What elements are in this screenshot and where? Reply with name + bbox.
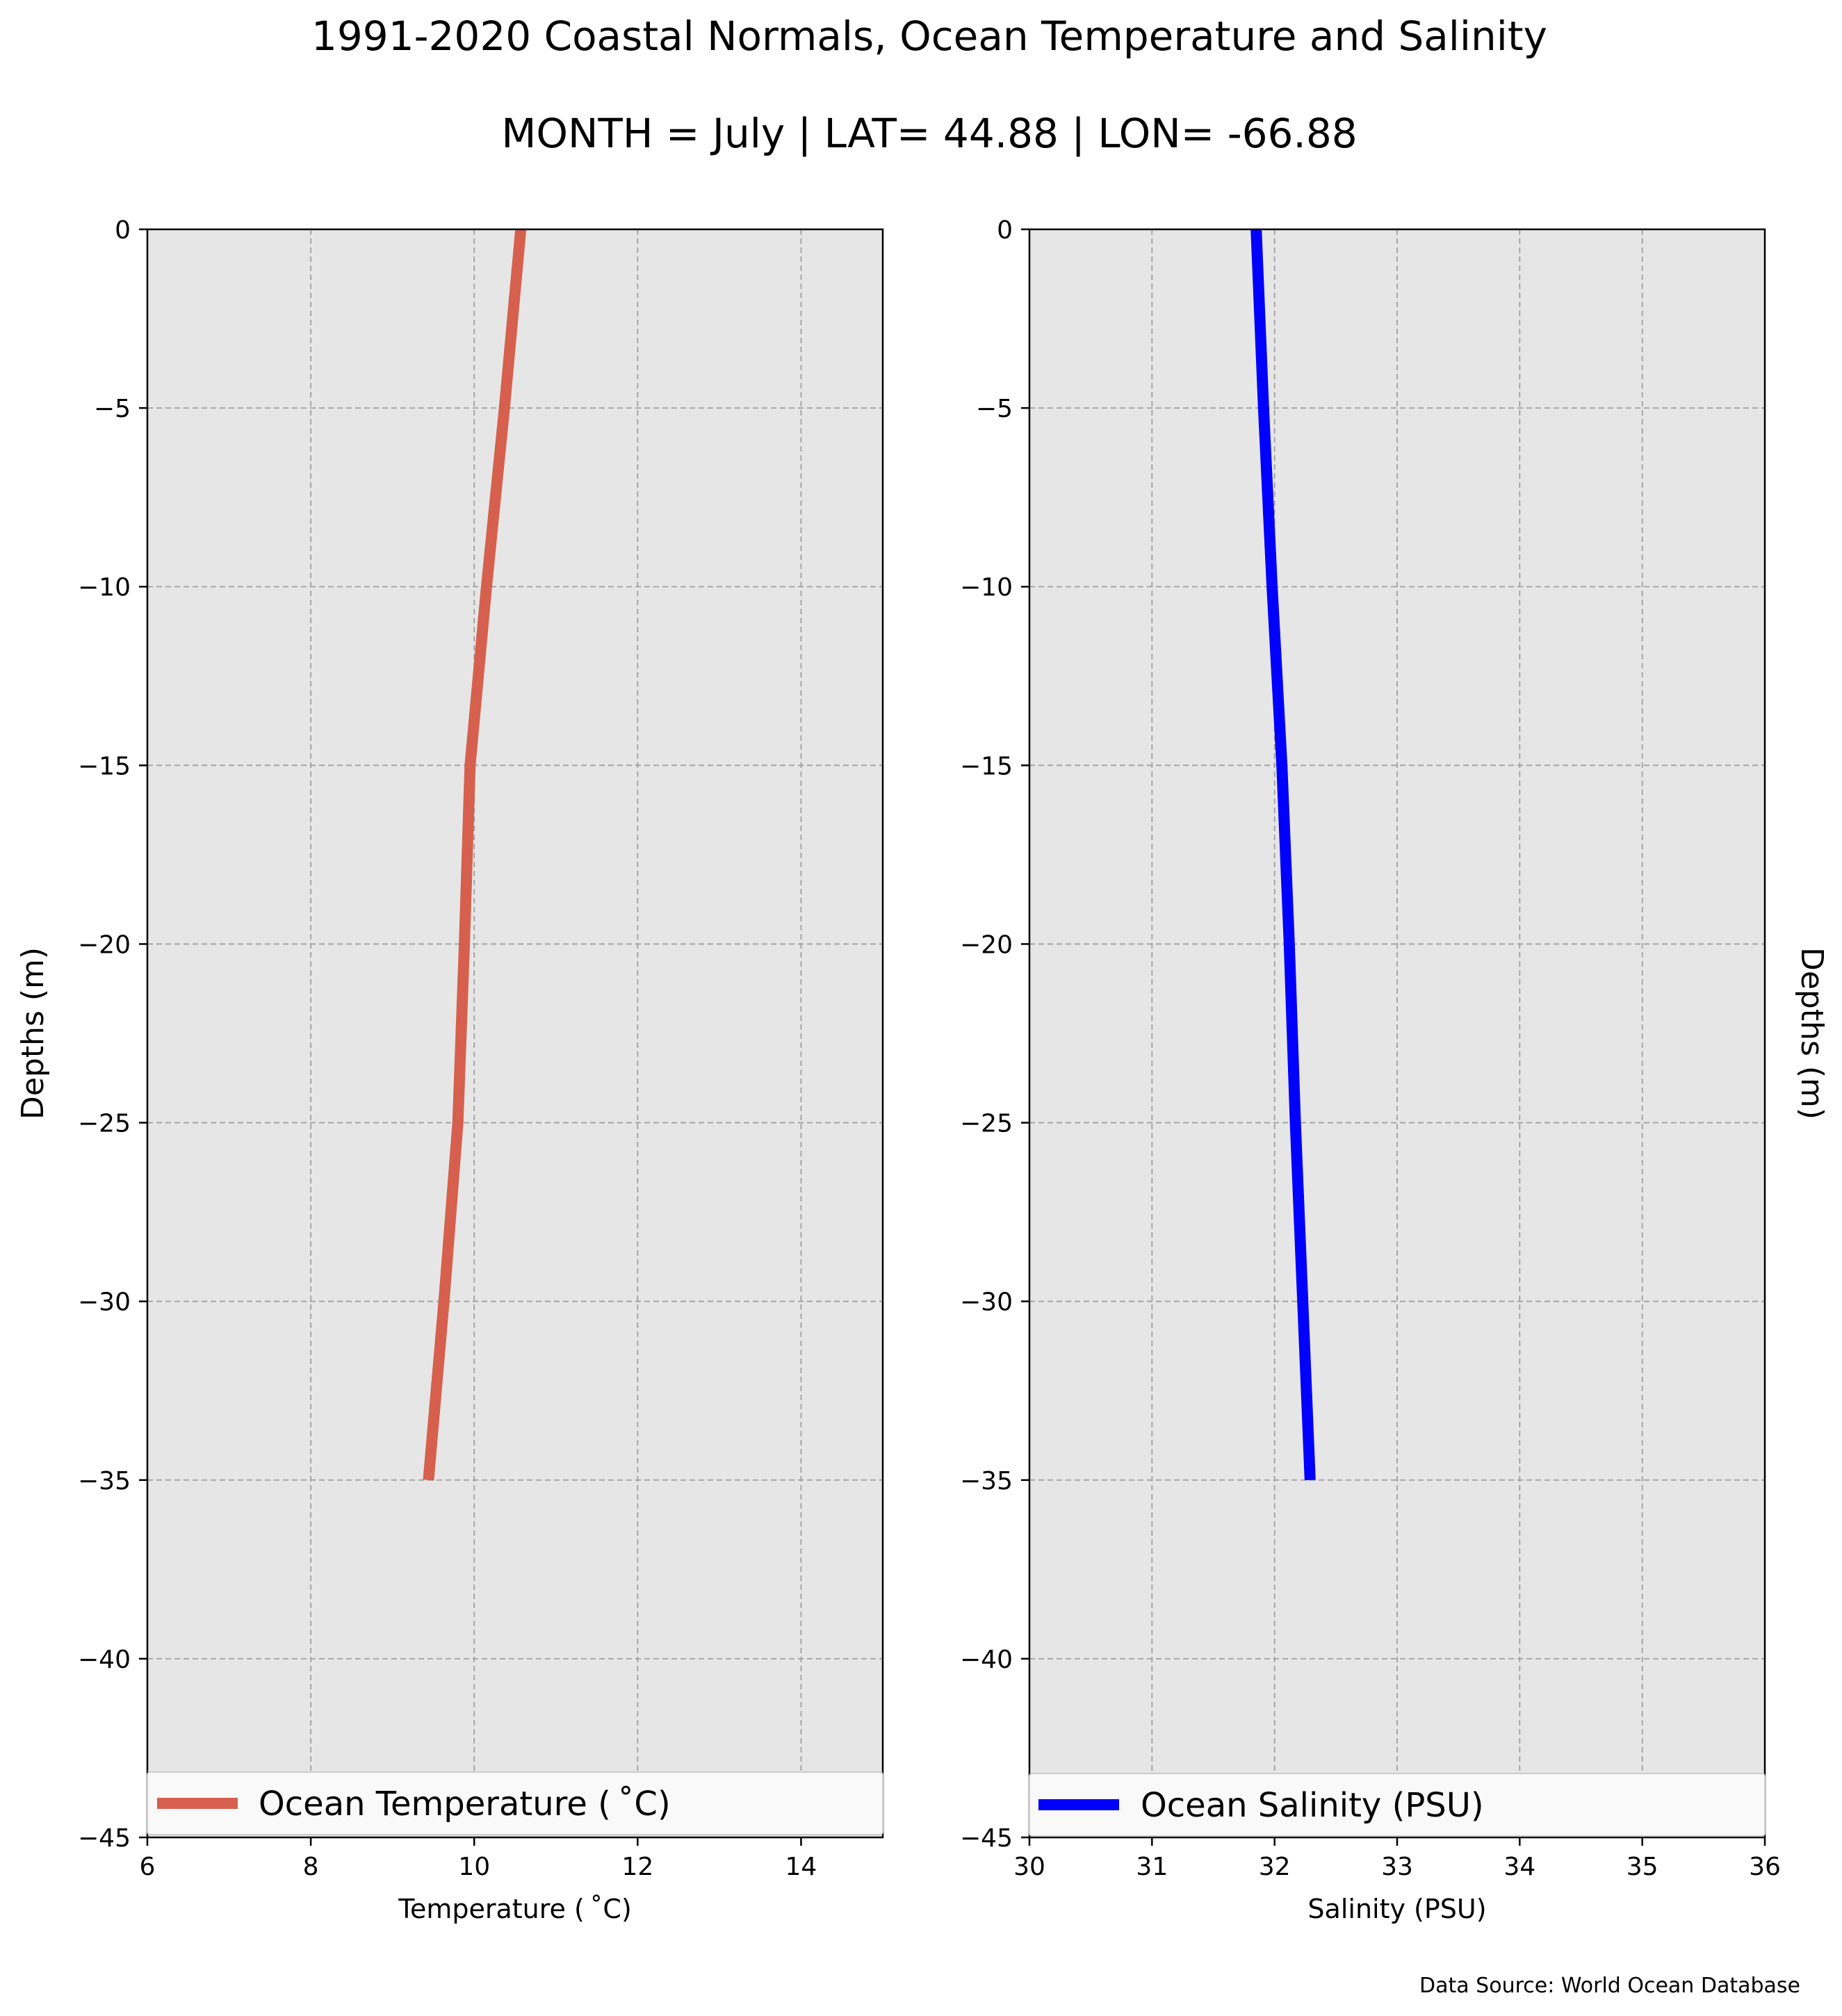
salinity-x-tick-label-0: 30 xyxy=(1013,1853,1045,1881)
temperature-y-tick-label-2: −10 xyxy=(78,573,131,602)
salinity-y-tick-label-6: −30 xyxy=(960,1288,1013,1317)
figure-subtitle: MONTH = July | LAT= 44.88 | LON= -66.88 xyxy=(501,110,1357,157)
salinity-y-tick-label-2: −10 xyxy=(960,573,1013,602)
temperature-y-tick-label-9: −45 xyxy=(78,1824,131,1853)
salinity-y-tick-label-4: −20 xyxy=(960,931,1013,959)
temperature-x-tick-label-2: 10 xyxy=(458,1853,490,1881)
temperature-axes-frame xyxy=(146,228,884,1839)
temperature-x-axis-title: Temperature ( ˚C) xyxy=(398,1894,632,1924)
salinity-y-tick-label-3: −15 xyxy=(960,752,1013,780)
temperature-legend-box xyxy=(147,1771,883,1835)
salinity-x-tick-label-4: 34 xyxy=(1503,1853,1535,1881)
salinity-y-tick-label-7: −35 xyxy=(960,1467,1013,1495)
temperature-y-tick-label-6: −30 xyxy=(78,1288,131,1317)
temperature-y-tick-label-5: −25 xyxy=(78,1110,131,1138)
temperature-x-tick-label-3: 12 xyxy=(621,1853,653,1881)
salinity-x-tick-label-3: 33 xyxy=(1381,1853,1413,1881)
salinity-y-tick-label-9: −45 xyxy=(960,1824,1013,1853)
temperature-y-tick-label-0: 0 xyxy=(115,216,131,245)
figure-title: 1991-2020 Coastal Normals, Ocean Tempera… xyxy=(311,13,1547,60)
salinity-y-tick-label-5: −25 xyxy=(960,1110,1013,1138)
salinity-x-tick-label-2: 32 xyxy=(1259,1853,1291,1881)
salinity-series-line-0 xyxy=(1250,229,1316,1481)
salinity-ticks: 30 31 32 33 34 35 36 0 −5 −10 −15 −20 −25 −30 −35 −40 −4… xyxy=(960,216,1781,1881)
temperature-plot-area xyxy=(147,229,883,1837)
data-source-note: Data Source: World Ocean Database xyxy=(1419,1974,1800,1998)
temperature-panel: 6 8 10 12 14 0 −5 −10 −15 −20 −25 −30 −35 −40 −45 Ocea… xyxy=(15,216,884,1924)
salinity-x-axis-title: Salinity (PSU) xyxy=(1307,1894,1486,1924)
temperature-legend: Ocean Temperature ( ˚C) xyxy=(147,1771,883,1835)
salinity-x-tick-label-5: 35 xyxy=(1627,1853,1658,1881)
salinity-y-tick-label-8: −40 xyxy=(960,1646,1013,1674)
salinity-series xyxy=(1250,229,1316,1481)
temperature-y-tick-label-7: −35 xyxy=(78,1467,131,1495)
temperature-y-tick-label-8: −40 xyxy=(78,1646,131,1674)
temperature-legend-label: Ocean Temperature ( ˚C) xyxy=(259,1785,671,1824)
salinity-y-tick-label-0: 0 xyxy=(997,216,1013,245)
temperature-series-line-0 xyxy=(423,229,527,1481)
salinity-x-tick-label-1: 31 xyxy=(1136,1853,1168,1881)
temperature-x-tick-label-0: 6 xyxy=(140,1853,156,1881)
temperature-x-tick-label-4: 14 xyxy=(785,1853,817,1881)
temperature-y-axis-title: Depths (m) xyxy=(15,947,51,1120)
temperature-y-tick-label-4: −20 xyxy=(78,931,131,959)
temperature-ticks: 6 8 10 12 14 0 −5 −10 −15 −20 −25 −30 −35 −40 −45 xyxy=(78,216,817,1881)
temperature-y-tick-label-3: −15 xyxy=(78,752,131,780)
salinity-legend-label: Ocean Salinity (PSU) xyxy=(1141,1786,1484,1825)
temperature-x-tick-label-1: 8 xyxy=(303,1853,319,1881)
temperature-series xyxy=(423,229,527,1481)
salinity-panel: 30 31 32 33 34 35 36 0 −5 −10 −15 −20 −25 −30 −35 −40 −4… xyxy=(960,216,1829,1924)
salinity-legend: Ocean Salinity (PSU) xyxy=(1029,1773,1766,1837)
salinity-y-axis-title: Depths (m) xyxy=(1794,947,1829,1120)
salinity-y-tick-label-1: −5 xyxy=(976,395,1013,423)
salinity-x-tick-label-6: 36 xyxy=(1749,1853,1781,1881)
salinity-grid xyxy=(1029,229,1765,1837)
temperature-grid xyxy=(147,229,883,1837)
salinity-legend-box xyxy=(1029,1773,1766,1837)
temperature-y-tick-label-1: −5 xyxy=(94,395,131,423)
